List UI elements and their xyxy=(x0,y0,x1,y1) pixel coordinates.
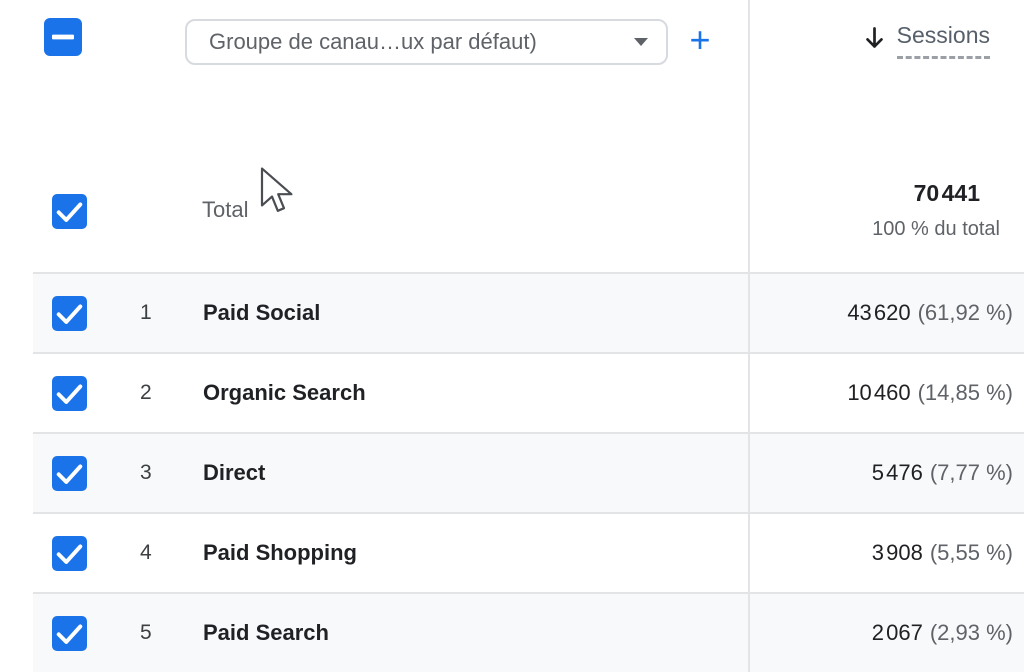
row-checkbox[interactable] xyxy=(52,376,87,411)
indeterminate-icon xyxy=(44,18,82,56)
checkmark-icon xyxy=(52,616,87,651)
row-rank: 5 xyxy=(140,621,152,644)
sessions-value: 10 460 xyxy=(847,380,911,405)
table-row[interactable]: 5 Paid Search 2 067 (2,93 %) xyxy=(33,592,1024,672)
total-row: Total 70 441 100 % du total xyxy=(0,150,1024,272)
table-row[interactable]: 2 Organic Search 10 460 (14,85 %) xyxy=(33,352,1024,432)
row-rank: 2 xyxy=(140,381,152,404)
sessions-value: 5 476 xyxy=(871,460,923,485)
channel-name: Paid Social xyxy=(203,300,321,325)
sessions-value: 3 908 xyxy=(871,540,923,565)
checkmark-icon xyxy=(52,376,87,411)
sessions-column-header[interactable]: Sessions xyxy=(861,22,990,59)
channel-name: Paid Search xyxy=(203,620,329,645)
row-checkbox[interactable] xyxy=(52,616,87,651)
row-rank: 1 xyxy=(140,301,152,324)
table-row[interactable]: 1 Paid Social 43 620 (61,92 %) xyxy=(33,272,1024,352)
sessions-percent: (14,85 %) xyxy=(917,380,1013,405)
row-checkbox[interactable] xyxy=(52,456,87,491)
channel-name: Paid Shopping xyxy=(203,540,357,565)
dropdown-caret-icon xyxy=(634,38,648,46)
total-share-label: 100 % du total xyxy=(872,218,1000,240)
row-rank: 3 xyxy=(140,461,152,484)
sort-descending-icon xyxy=(861,24,888,57)
row-rank: 4 xyxy=(140,541,152,564)
sessions-value: 2 067 xyxy=(871,620,923,645)
select-all-checkbox[interactable] xyxy=(44,18,82,56)
sessions-header-label: Sessions xyxy=(896,22,990,59)
channel-name: Direct xyxy=(203,460,266,485)
table-row[interactable]: 3 Direct 5 476 (7,77 %) xyxy=(33,432,1024,512)
total-checkbox[interactable] xyxy=(52,194,87,229)
table-row[interactable]: 4 Paid Shopping 3 908 (5,55 %) xyxy=(33,512,1024,592)
column-divider xyxy=(748,0,750,672)
total-sessions-value: 70 441 xyxy=(913,180,980,206)
row-checkbox[interactable] xyxy=(52,296,87,331)
checkmark-icon xyxy=(52,296,87,331)
sessions-percent: (61,92 %) xyxy=(917,300,1013,325)
dimension-dropdown[interactable]: Groupe de canau…ux par défaut) xyxy=(185,19,668,65)
sessions-percent: (2,93 %) xyxy=(929,620,1013,645)
sessions-percent: (5,55 %) xyxy=(929,540,1013,565)
checkmark-icon xyxy=(52,536,87,571)
total-label: Total xyxy=(202,197,249,222)
sessions-value: 43 620 xyxy=(847,300,911,325)
add-dimension-button[interactable]: + xyxy=(689,19,711,60)
sessions-percent: (7,77 %) xyxy=(929,460,1013,485)
checkmark-icon xyxy=(52,456,87,491)
row-checkbox[interactable] xyxy=(52,536,87,571)
channel-name: Organic Search xyxy=(203,380,366,405)
checkmark-icon xyxy=(52,194,87,229)
rows-container: 1 Paid Social 43 620 (61,92 %) 2 Organic… xyxy=(33,272,1024,672)
dimension-dropdown-value: Groupe de canau…ux par défaut) xyxy=(209,29,537,54)
